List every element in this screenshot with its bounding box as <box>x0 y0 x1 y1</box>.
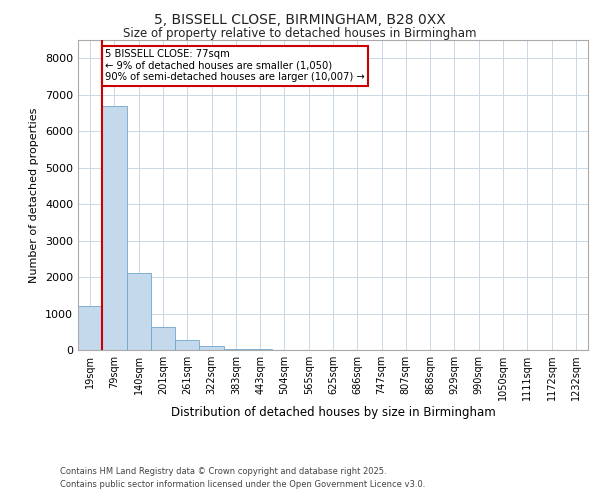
X-axis label: Distribution of detached houses by size in Birmingham: Distribution of detached houses by size … <box>170 406 496 419</box>
Text: Size of property relative to detached houses in Birmingham: Size of property relative to detached ho… <box>123 28 477 40</box>
Text: 5, BISSELL CLOSE, BIRMINGHAM, B28 0XX: 5, BISSELL CLOSE, BIRMINGHAM, B28 0XX <box>154 12 446 26</box>
Bar <box>78 306 102 350</box>
Bar <box>127 274 151 350</box>
Bar <box>175 340 199 350</box>
Bar <box>224 348 248 350</box>
Bar <box>102 106 127 350</box>
Bar <box>199 346 224 350</box>
Text: 5 BISSELL CLOSE: 77sqm
← 9% of detached houses are smaller (1,050)
90% of semi-d: 5 BISSELL CLOSE: 77sqm ← 9% of detached … <box>105 49 365 82</box>
Bar <box>151 327 175 350</box>
Y-axis label: Number of detached properties: Number of detached properties <box>29 108 40 282</box>
Text: Contains HM Land Registry data © Crown copyright and database right 2025.
Contai: Contains HM Land Registry data © Crown c… <box>60 468 425 489</box>
